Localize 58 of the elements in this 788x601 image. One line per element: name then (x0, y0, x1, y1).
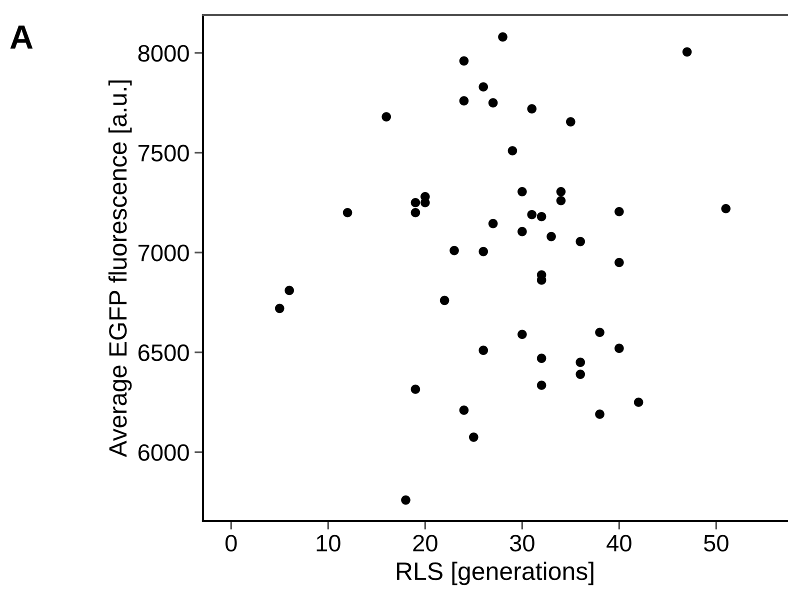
point (546, 232, 556, 242)
point (488, 218, 498, 228)
point (459, 96, 469, 106)
point (614, 206, 624, 216)
point (469, 432, 478, 442)
point (410, 384, 420, 394)
x-tick-label: 40 (606, 534, 632, 552)
point (614, 344, 624, 353)
y-tick-label: 6000 (138, 444, 189, 461)
point (576, 358, 586, 367)
point (284, 286, 294, 296)
x-tick-label: 50 (704, 534, 728, 552)
point (440, 296, 450, 306)
point (518, 226, 527, 236)
point (527, 104, 537, 114)
y-tick-label: 6500 (138, 344, 189, 362)
point (478, 346, 488, 355)
y-axis-title: Average EGFP fluorescence [a.u.] (108, 80, 132, 458)
point (566, 117, 576, 126)
point (478, 246, 488, 256)
point (410, 198, 420, 208)
point (576, 236, 586, 246)
point (498, 32, 508, 42)
x-tick-label: 10 (316, 534, 340, 552)
point (556, 186, 566, 196)
y-tick-label: 7500 (138, 144, 189, 162)
point (595, 410, 604, 419)
point (536, 354, 546, 363)
point (478, 82, 488, 92)
x-tick-label: 30 (510, 534, 534, 552)
point (614, 258, 624, 268)
point (274, 304, 284, 314)
point (536, 380, 546, 390)
point (450, 246, 459, 256)
point (488, 98, 498, 108)
point (527, 210, 537, 220)
x-tick-label: 0 (225, 534, 237, 552)
point (576, 370, 586, 379)
y-tick-label: 7000 (138, 244, 189, 262)
point (682, 47, 692, 57)
point (342, 208, 352, 218)
point (634, 398, 644, 407)
point (459, 56, 469, 66)
point (518, 186, 527, 196)
point (595, 328, 604, 338)
point (518, 330, 527, 340)
point (721, 204, 731, 214)
point (401, 495, 410, 505)
point (556, 196, 566, 206)
point (382, 112, 392, 122)
point (508, 146, 518, 156)
y-tick-label: 8000 (138, 44, 189, 62)
text: A (10, 26, 33, 49)
x-axis-title: RLS [generations] (396, 562, 594, 586)
point (410, 208, 420, 218)
point (459, 406, 469, 415)
point (536, 212, 546, 222)
x-tick-label: 20 (413, 534, 438, 552)
